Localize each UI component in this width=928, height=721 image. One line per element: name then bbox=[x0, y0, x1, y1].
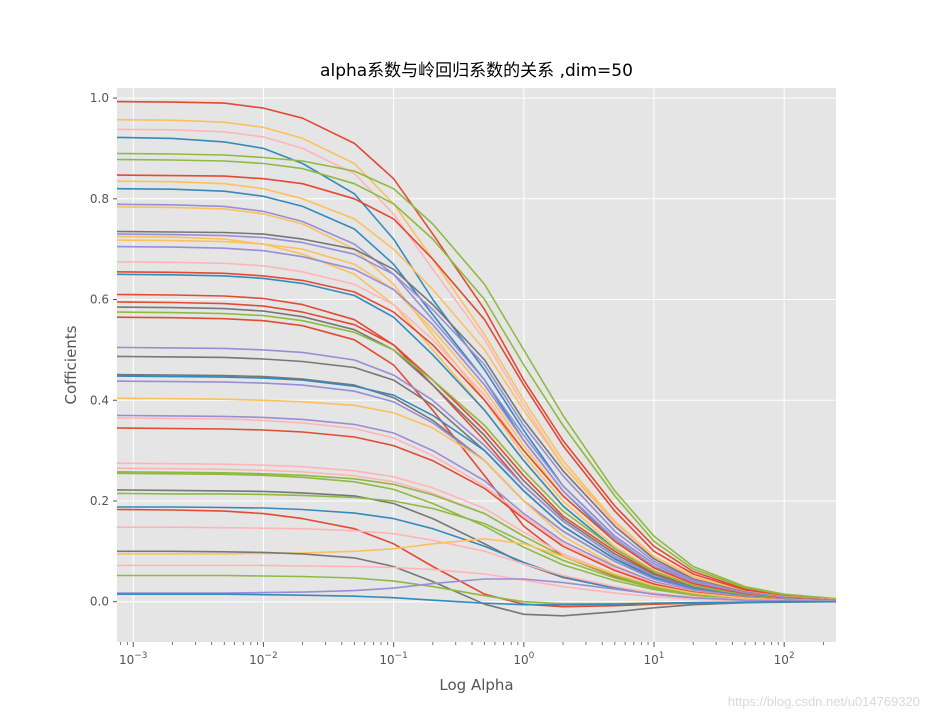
x-tick-label: 100 bbox=[513, 651, 534, 667]
series-line-5 bbox=[116, 152, 837, 600]
series-line-1 bbox=[116, 100, 837, 600]
series-line-10 bbox=[116, 203, 837, 601]
series-line-12 bbox=[116, 230, 837, 601]
y-tick-label: 0.4 bbox=[90, 393, 109, 407]
series-line-8 bbox=[116, 180, 837, 601]
x-axis-label: Log Alpha bbox=[439, 676, 513, 694]
x-axis-ticks: 10−3 10−2 10−1 100 101 102 bbox=[119, 642, 824, 667]
series-line-48 bbox=[117, 593, 836, 606]
series-line-22 bbox=[116, 306, 837, 602]
series-line-16 bbox=[116, 245, 837, 601]
series-line-45 bbox=[117, 564, 837, 603]
series-line-13 bbox=[116, 233, 837, 601]
y-tick-label: 0.2 bbox=[90, 494, 109, 508]
plot-area bbox=[117, 88, 836, 642]
series-line-7 bbox=[116, 174, 837, 601]
y-tick-label: 0.6 bbox=[90, 293, 109, 307]
x-tick-label: 10−3 bbox=[119, 651, 148, 667]
x-tick-label: 10−2 bbox=[249, 651, 278, 667]
y-axis-ticks: 0.0 0.2 0.4 0.6 0.8 1.0 bbox=[90, 91, 117, 609]
y-tick-label: 1.0 bbox=[90, 91, 109, 105]
series-line-18 bbox=[116, 271, 837, 601]
chart-title: alpha系数与岭回归系数的关系 ,dim=50 bbox=[320, 61, 633, 81]
y-axis-label: Cofficients bbox=[62, 325, 80, 404]
series-line-6 bbox=[116, 158, 837, 600]
series-line-44 bbox=[117, 550, 837, 617]
series-group bbox=[116, 100, 837, 617]
series-line-33 bbox=[116, 427, 837, 602]
series-line-47 bbox=[117, 578, 837, 602]
series-line-43 bbox=[117, 537, 837, 602]
series-line-23 bbox=[116, 311, 837, 602]
x-tick-label: 101 bbox=[644, 651, 665, 667]
series-line-39 bbox=[116, 492, 837, 602]
y-tick-label: 0.8 bbox=[90, 192, 109, 206]
series-line-28 bbox=[116, 375, 837, 602]
x-tick-label: 102 bbox=[774, 651, 795, 667]
watermark: https://blog.csdn.net/u014769320 bbox=[727, 694, 920, 709]
x-tick-label: 10−1 bbox=[379, 651, 408, 667]
y-tick-label: 0.0 bbox=[90, 595, 109, 609]
